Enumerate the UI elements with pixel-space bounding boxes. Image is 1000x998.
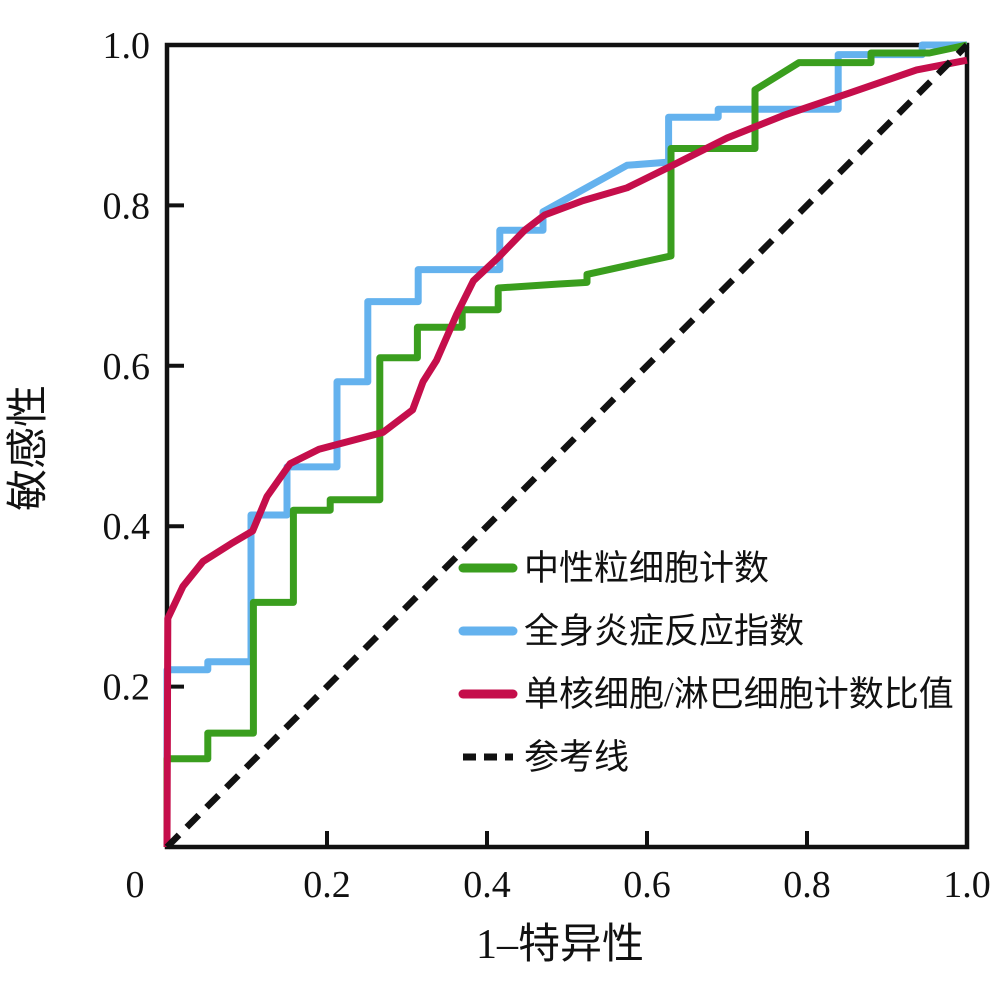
y-tick-label: 0.6: [103, 346, 151, 388]
legend-item: 全身炎症反应指数: [458, 612, 804, 651]
x-tick-label: 0: [126, 864, 145, 906]
x-tick-label: 0.6: [623, 864, 671, 906]
legend-item: 参考线: [463, 738, 629, 777]
y-tick-label: 0.4: [103, 506, 151, 548]
y-tick-label: 0.2: [103, 667, 151, 709]
y-tick-label: 1.0: [103, 25, 151, 67]
legend-label: 单核细胞/淋巴细胞计数比值: [524, 675, 954, 714]
roc-curve-0: [163, 41, 968, 847]
y-axis-title: 敏感性: [6, 385, 52, 511]
legend-label: 参考线: [524, 738, 629, 777]
y-tick-label: 0.8: [103, 185, 151, 227]
x-axis-title: 1–特异性: [476, 922, 644, 968]
roc-curve-1: [163, 41, 967, 847]
x-tick-label: 0.4: [463, 864, 511, 906]
legend-item: 单核细胞/淋巴细胞计数比值: [458, 675, 954, 714]
plot-border: [164, 42, 970, 850]
legend-item: 中性粒细胞计数: [458, 549, 769, 588]
curves-group: [163, 41, 970, 850]
tick-labels-group: 0 0.2 0.4 0.6 0.8 1.0 0.2 0.4 0.6 0.8 1.0: [103, 25, 991, 906]
legend-label: 中性粒细胞计数: [524, 549, 769, 588]
roc-curve-2: [163, 56, 968, 848]
legend-label: 全身炎症反应指数: [524, 612, 804, 651]
x-tick-label: 1.0: [943, 864, 991, 906]
x-tick-label: 0.2: [303, 864, 351, 906]
reference-line: [164, 42, 970, 850]
x-tick-label: 0.8: [783, 864, 831, 906]
